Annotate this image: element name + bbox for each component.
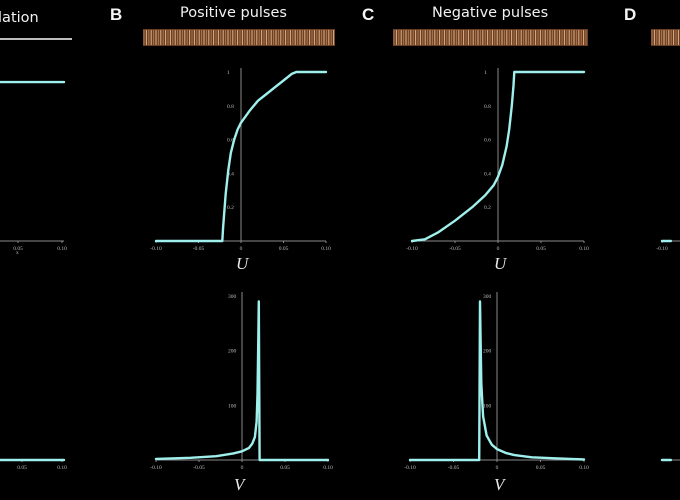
x-tick-label: -0.10 [656,246,668,252]
x-tick-label: -0.05 [193,246,205,252]
plot-C-top: -0.10 -0.05 0 0.05 0.10 0.2 0.4 0.6 0.8 1 [406,68,589,252]
panel-b-top-xlabel: U [236,254,250,273]
panel-a-title: ılation [0,10,39,26]
y-tick-label: 1 [484,70,487,76]
y-tick-label: 0.4 [484,171,491,177]
panel-c-title: Negative pulses [432,5,548,21]
x-tick-label: 0 [240,246,243,252]
x-tick-label: 0 [241,465,244,471]
panel-b-title: Positive pulses [180,5,287,21]
panel-d-header: D [624,5,680,46]
y-tick-label: 0.8 [227,104,234,110]
panel-b-letter: B [110,5,122,24]
x-tick-label: 0.05 [13,246,23,252]
x-tick-label: 0.10 [579,465,589,471]
x-tick-label: -0.05 [193,465,205,471]
x-tick-label: 0.10 [321,246,331,252]
y-tick-label: 0.6 [227,138,234,144]
x-tick-label: -0.10 [406,246,418,252]
plot-D-top: -0.10 [656,239,680,252]
series-line [410,70,586,243]
panel-a-top-xlabel-glyph: x [16,250,19,256]
y-tick-label: 100 [228,403,237,409]
plot-C-bottom: -0.10 -0.05 0 0.05 0.10 100 200 300 [404,292,589,471]
x-tick-label: 0 [496,465,499,471]
panel-a-header: ılation [0,10,72,40]
y-tick-label: 0.8 [484,104,491,110]
plot-A-top: 0.05 0.10 [0,80,67,252]
x-tick-label: 0.05 [536,246,546,252]
plot-B-bottom: -0.10 -0.05 0 0.05 0.10 100 200 300 [150,292,333,471]
series-line [154,300,330,462]
series-line [154,70,328,243]
panel-c-header: C Negative pulses [362,5,588,46]
panel-b-header: B Positive pulses [110,5,335,46]
panel-b-stimulus-stripes [143,30,335,45]
y-tick-label: 300 [483,294,492,300]
y-tick-label: 0.4 [227,171,234,177]
x-tick-label: 0 [497,246,500,252]
x-tick-label: 0.05 [17,465,27,471]
x-tick-label: -0.05 [449,246,461,252]
plot-area: 0.05 0.10 -0.10 -0.05 0 0.05 0.10 0.2 0.4 0.6 0.8 1… [0,68,680,471]
plot-A-bottom: 0.05 0.10 [0,458,67,471]
y-tick-label: 0.2 [227,205,234,211]
x-tick-label: 0.05 [280,465,290,471]
panel-d-stimulus-stripes [651,30,679,45]
panel-d-letter: D [624,5,636,24]
y-tick-label: 200 [228,349,237,355]
y-tick-label: 0.6 [484,138,491,144]
y-tick-label: 200 [483,349,492,355]
series-line [408,300,586,462]
y-tick-label: 300 [228,294,237,300]
y-tick-label: 100 [483,403,492,409]
x-tick-label: 0.05 [279,246,289,252]
panel-b-bottom-xlabel: V [234,475,247,494]
x-tick-label: 0.10 [579,246,589,252]
panel-c-bottom-xlabel: V [494,475,507,494]
x-tick-label: 0.05 [536,465,546,471]
plot-B-top: -0.10 -0.05 0 0.05 0.10 0.2 0.4 0.6 0.8 1 [150,68,331,252]
panel-c-letter: C [362,5,374,24]
x-tick-label: -0.10 [150,246,162,252]
x-tick-label: -0.10 [150,465,162,471]
y-tick-label: 0.2 [484,205,491,211]
x-tick-label: 0.10 [57,246,67,252]
panel-c-top-xlabel: U [494,254,508,273]
x-tick-label: 0.10 [323,465,333,471]
x-tick-label: -0.05 [448,465,460,471]
x-tick-label: 0.10 [57,465,67,471]
y-tick-label: 1 [227,70,230,76]
x-tick-label: -0.10 [404,465,416,471]
panel-d-stimulus-bar [651,29,680,46]
panel-c-stimulus-stripes [393,30,587,45]
panel-b-stimulus-bar [143,29,335,46]
